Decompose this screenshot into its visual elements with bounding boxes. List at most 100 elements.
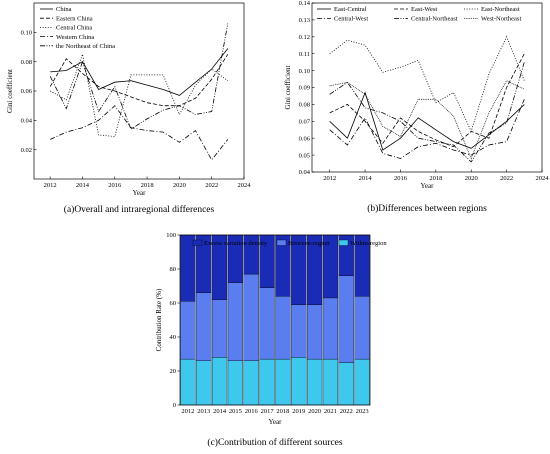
panel-b-legend-label-central-west: Central-West: [334, 16, 368, 23]
panel-a-series-central-china: [50, 52, 229, 137]
panel-c-bar-within-region-2022: [338, 362, 354, 406]
panel-a-series-eastern-china: [49, 54, 229, 107]
panel-c-y-tick-label: 20: [170, 368, 177, 375]
panel-b-legend-label-central-northeast: Central-Northeast: [411, 16, 458, 23]
panel-a-y-tick-label: 0.06: [21, 88, 33, 95]
panel-c-bar-within-region-2021: [322, 358, 339, 406]
panel-c-y-tick-label: 0: [173, 402, 176, 409]
panel-b-y-tick-label: 0.05: [299, 152, 310, 159]
panel-c-x-tick-label: 2020: [308, 408, 321, 415]
panel-c-bar-within-region-2023: [354, 358, 370, 406]
panel-b-y-tick-label: 0.07: [299, 119, 311, 126]
panel-b-x-tick-label: 2016: [394, 175, 408, 182]
panel-b-series-central-northeast: [329, 61, 525, 163]
panel-b-series-east-northeast: [329, 35, 525, 133]
panel-b-x-tick-label: 2024: [536, 175, 550, 182]
panel-b-caption: (b)Differences between regions: [367, 203, 487, 214]
panel-b-series-central-west: [329, 99, 525, 159]
panel-c-bar-between-region-2023: [354, 296, 370, 360]
panel-a-x-axis-label: Year: [133, 189, 147, 197]
panel-c-bar-between-region-2018: [275, 296, 291, 360]
panel-c-bar-between-region-2020: [306, 304, 323, 360]
panel-c-bar-between-region-2013: [196, 292, 212, 361]
panel-c-x-tick-label: 2015: [229, 408, 242, 415]
panel-a-y-tick-label: 0.08: [21, 59, 32, 66]
panel-c-bar-within-region-2014: [211, 357, 228, 406]
panel-a-x-tick-label: 2014: [76, 182, 90, 189]
panel-a-y-tick-label: 0.02: [21, 147, 32, 154]
panel-c-x-tick-label: 2023: [356, 408, 369, 415]
panel-c-caption: (c)Contribution of different sources: [207, 437, 342, 448]
panel-c-y-tick-label: 80: [170, 266, 177, 273]
panel-c-bar-within-region-2017: [259, 358, 275, 406]
panel-c-x-axis-label: Year: [269, 418, 283, 426]
panel-b-y-tick-label: 0.04: [299, 169, 311, 176]
panel-c-legend-label-within-region: Within-region: [350, 240, 387, 247]
panel-a-legend-label-eastern-china: Eastern China: [56, 15, 93, 22]
panel-b-y-tick-label: 0.12: [299, 34, 310, 41]
panel-c-bar-between-region-2015: [227, 282, 244, 361]
panel-c-x-tick-label: 2018: [276, 408, 289, 415]
panel-c-bar-within-region-2013: [196, 360, 212, 406]
panel-a-legend-label-the-northeast-of-china: the Northeast of China: [56, 43, 115, 50]
panel-a-y-tick-label: 0.10: [21, 30, 32, 37]
panel-a-series-the-northeast-of-china: [49, 23, 229, 130]
panel-c-bar-within-region-2018: [275, 358, 291, 406]
panel-a-x-tick-label: 2020: [173, 182, 186, 189]
panel-b-x-tick-label: 2022: [500, 175, 513, 182]
panel-c-y-tick-label: 40: [170, 334, 177, 341]
panel-c-bar-within-region-2016: [243, 360, 259, 406]
panel-b-legend-label-east-central: East-Central: [334, 6, 367, 13]
panel-b-y-axis-label: Gini coefficient: [284, 65, 292, 109]
panel-b-plot-frame: [311, 2, 543, 173]
panel-b-legend-label-west-northeast: West-Northeast: [481, 16, 521, 23]
panel-c-x-tick-label: 2016: [245, 408, 259, 415]
panel-b-x-axis-label: Year: [421, 182, 435, 190]
panel-a-x-tick-label: 2012: [44, 182, 57, 189]
panel-c-bar-within-region-2019: [291, 357, 307, 406]
panel-b-x-tick-label: 2012: [323, 175, 336, 182]
panel-c-bar-between-region-2014: [211, 299, 228, 358]
panel-a-y-tick-label: 0.04: [21, 118, 33, 125]
panel-c-legend-label-between-region: Between-region: [288, 240, 330, 247]
panel-c-bar-between-region-2016: [243, 273, 259, 361]
panel-c-x-tick-label: 2012: [181, 408, 194, 415]
panel-c-y-tick-label: 60: [170, 300, 177, 307]
panel-a-x-tick-label: 2024: [238, 182, 252, 189]
panel-b-y-tick-label: 0.08: [299, 102, 310, 109]
panel-b-series-east-west: [329, 53, 525, 148]
panel-a-y-axis-label: Gini coefficient: [6, 69, 14, 113]
panel-c-plot-frame: [179, 234, 371, 406]
panel-c-x-tick-label: 2019: [292, 408, 305, 415]
panel-c-legend-swatch-between-region: [276, 239, 287, 246]
panel-b-y-tick-label: 0.09: [299, 85, 310, 92]
panel-a-line-chart: 0.02 0.04 0.06 0.08 0.10 2012 2014 2016 2018 2020…: [6, 2, 252, 215]
panel-c-stacked-bar-chart: 2012 2013 2014 2015 2016 2017 2018 2019 2020 2021…: [155, 232, 387, 448]
panel-c-x-tick-label: 2021: [324, 408, 337, 415]
panel-c-x-tick-label: 2013: [197, 408, 210, 415]
panel-b-y-tick-label: 0.06: [299, 135, 311, 142]
panel-b-legend-label-east-northeast: East-Northeast: [481, 6, 520, 13]
panel-b-y-tick-label: 0.10: [299, 68, 310, 75]
panel-a-legend-label-western-china: Western China: [56, 34, 94, 41]
panel-c-bar-within-region-2020: [306, 358, 323, 406]
panel-c-bar-within-region-2015: [227, 360, 244, 406]
panel-a-x-tick-label: 2022: [205, 182, 218, 189]
panel-a-x-tick-label: 2016: [108, 182, 122, 189]
panel-a-legend-label-china: China: [56, 6, 72, 13]
panel-c-y-tick-label: 100: [166, 232, 176, 239]
panel-c-x-tick-label: 2014: [213, 408, 227, 415]
panel-b-y-tick-label: 0.13: [299, 17, 310, 24]
panel-a-series-western-china: [50, 105, 229, 161]
panel-b-series-east-central: [329, 91, 525, 151]
panel-a-caption: (a)Overall and intraregional differences: [64, 204, 215, 215]
panel-c-bar-between-region-2017: [259, 287, 275, 360]
panel-c-x-tick-label: 2017: [261, 408, 275, 415]
panel-b-y-tick-label: 0.14: [299, 0, 311, 7]
panel-c-bar-within-region-2012: [180, 358, 196, 406]
panel-c-bar-between-region-2012: [180, 301, 196, 360]
panel-c-bar-between-region-2021: [322, 297, 339, 360]
panel-c-legend-label-excess-variation-density: Excess variation density: [204, 240, 268, 247]
panel-b-x-tick-label: 2018: [429, 175, 442, 182]
